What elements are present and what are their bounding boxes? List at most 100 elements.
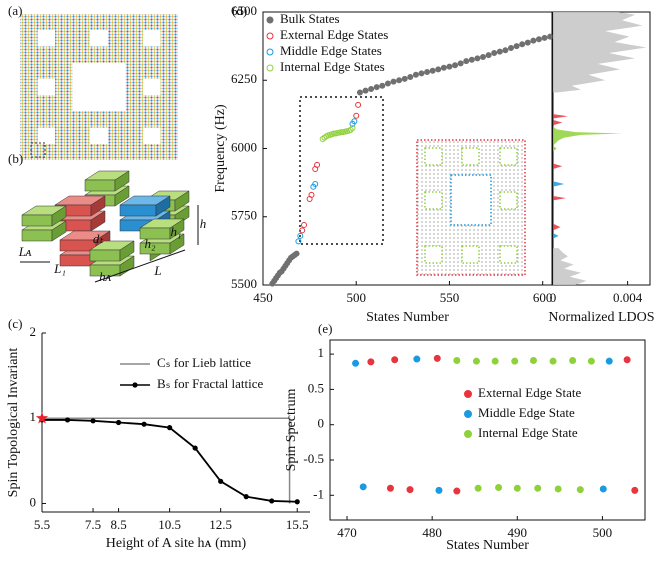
- shape: [120, 205, 156, 216]
- legend-label: Cₛ for Lieb lattice: [157, 355, 251, 370]
- schematic-label: Lᴀ: [18, 244, 32, 259]
- data-point: [193, 445, 198, 450]
- data-point: [632, 487, 638, 493]
- schematic-label: dₜ: [93, 231, 105, 246]
- data-point: [244, 494, 249, 499]
- data-point: [550, 358, 556, 364]
- legend-marker: [267, 49, 273, 55]
- data-point: [419, 71, 424, 76]
- data-point: [360, 484, 366, 490]
- shape: [22, 230, 52, 241]
- ldos-area: [553, 12, 646, 93]
- legend-marker: [267, 17, 273, 23]
- x-axis-label: States Number: [366, 310, 449, 325]
- data-point: [600, 486, 606, 492]
- x-tick-label: 480: [422, 525, 442, 540]
- shape: [143, 128, 161, 144]
- data-point: [357, 90, 362, 95]
- x-tick-label: 500: [346, 290, 366, 305]
- shape: [90, 128, 108, 144]
- data-point: [542, 35, 547, 40]
- data-point: [520, 42, 525, 47]
- x-tick-label: 450: [253, 290, 273, 305]
- x-tick-label: 0: [550, 290, 557, 305]
- legend-marker: [267, 65, 273, 71]
- data-point: [413, 72, 418, 77]
- y-axis-label: Frequency (Hz): [213, 104, 228, 193]
- series-line: [42, 420, 297, 502]
- shape: [38, 128, 56, 144]
- data-point: [116, 420, 121, 425]
- data-point: [570, 357, 576, 363]
- y-axis-label: Spin Topological Invariant: [6, 348, 21, 498]
- fractal-lattice: [20, 14, 178, 160]
- x-axis-label: States Number: [446, 538, 529, 553]
- x-tick-label: 7.5: [85, 517, 101, 532]
- data-point: [454, 488, 460, 494]
- shape: [38, 30, 56, 46]
- data-point: [294, 251, 299, 256]
- x-tick-label: 15.5: [286, 517, 309, 532]
- data-point: [447, 64, 452, 69]
- data-point: [397, 78, 402, 83]
- x-tick-label: 5.5: [34, 517, 50, 532]
- data-point: [269, 498, 274, 503]
- data-point: [454, 357, 460, 363]
- legend-label: Bulk States: [280, 11, 340, 26]
- data-point: [481, 55, 486, 60]
- y-tick-label: 0: [318, 416, 325, 431]
- shape: [90, 30, 108, 46]
- y-tick-label: 0.5: [308, 380, 324, 395]
- data-point: [453, 63, 458, 68]
- shape: [143, 79, 161, 95]
- y-tick-label: -0.5: [303, 451, 324, 466]
- legend-label: Middle Edge States: [280, 43, 382, 58]
- data-point: [525, 40, 530, 45]
- shape: [38, 79, 56, 95]
- panel-label: (a): [8, 3, 22, 18]
- data-point: [530, 357, 536, 363]
- data-point: [363, 88, 368, 93]
- legend-label: External Edge State: [478, 385, 581, 400]
- data-point: [354, 113, 359, 118]
- data-point: [475, 485, 481, 491]
- x-axis-label: Normalized LDOS: [548, 310, 654, 325]
- y-tick-label: 6000: [231, 139, 257, 154]
- data-point: [368, 359, 374, 365]
- ldos-area: [553, 248, 587, 285]
- data-point: [430, 68, 435, 73]
- data-point: [514, 44, 519, 49]
- x-tick-label: 10.5: [158, 517, 181, 532]
- y-tick-label: 6250: [231, 71, 257, 86]
- data-point: [392, 357, 398, 363]
- panel-label: (b): [8, 151, 23, 166]
- data-point: [508, 46, 513, 51]
- data-point: [469, 57, 474, 62]
- data-point: [531, 38, 536, 43]
- data-point: [535, 485, 541, 491]
- series-line: [42, 418, 290, 503]
- data-point: [496, 485, 502, 491]
- data-point: [356, 102, 361, 107]
- data-point: [514, 485, 520, 491]
- data-point: [374, 85, 379, 90]
- x-tick-label: 0.004: [613, 290, 643, 305]
- data-point: [512, 358, 518, 364]
- data-point: [65, 417, 70, 422]
- legend-marker: [465, 391, 472, 398]
- data-point: [555, 486, 561, 492]
- inset-lattice: [300, 97, 525, 275]
- panel-label: (e): [318, 321, 332, 336]
- y-tick-label: 5750: [231, 208, 257, 223]
- data-point: [218, 479, 223, 484]
- data-point: [436, 487, 442, 493]
- shape: [73, 63, 126, 112]
- data-point: [503, 48, 508, 53]
- data-point: [486, 53, 491, 58]
- data-point: [302, 222, 307, 227]
- x-tick-label: 12.5: [209, 517, 232, 532]
- legend-marker: [465, 411, 472, 418]
- data-point: [492, 358, 498, 364]
- shape: [90, 250, 120, 261]
- data-point: [167, 425, 172, 430]
